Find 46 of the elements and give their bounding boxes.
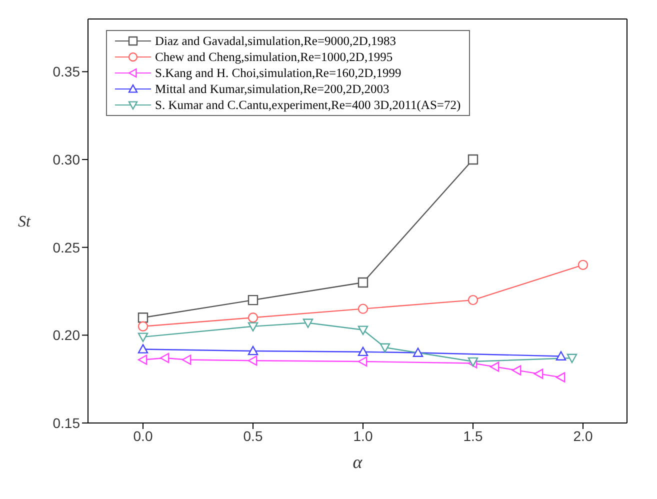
point <box>556 351 566 360</box>
x-tick-label: 2.0 <box>573 428 593 444</box>
point <box>380 343 390 353</box>
point <box>160 352 170 364</box>
point <box>248 294 258 306</box>
x-axis-title: α <box>352 452 363 472</box>
y-tick-label: 0.35 <box>52 64 80 80</box>
point <box>358 356 368 367</box>
point <box>578 260 588 270</box>
point <box>138 344 148 354</box>
point <box>138 321 148 332</box>
point <box>512 365 522 376</box>
y-tick-label: 0.30 <box>52 151 80 168</box>
y-tick-label: 0.20 <box>52 327 80 344</box>
point <box>468 154 478 165</box>
legend-label: Diaz and Gavadal,simulation,Re=9000,2D,1983 <box>155 34 396 48</box>
point <box>138 354 148 365</box>
x-tick-label: 0.0 <box>133 428 153 444</box>
point <box>358 304 368 314</box>
legend-label: Chew and Cheng,simulation,Re=1000,2D,1995 <box>155 50 393 64</box>
point <box>468 294 478 306</box>
point <box>566 354 578 364</box>
legend-label: S.Kang and H. Choi,simulation,Re=160,2D,1999 <box>155 66 402 80</box>
point <box>182 354 192 365</box>
legend-label: S. Kumar and C.Cantu,experiment,Re=400 3D,2011(AS=72) <box>155 98 461 112</box>
x-tick-label: 1.5 <box>463 428 483 444</box>
y-axis-title: St <box>18 214 31 231</box>
point <box>358 346 368 356</box>
point <box>138 332 148 342</box>
legend-label: Mittal and Kumar,simulation,Re=200,2D,2003 <box>155 82 390 96</box>
point <box>248 322 258 332</box>
point <box>302 318 314 328</box>
point <box>358 277 368 288</box>
point <box>358 326 368 336</box>
y-tick-label: 0.25 <box>52 239 80 256</box>
point <box>490 362 500 372</box>
point <box>412 348 424 357</box>
point <box>248 312 258 323</box>
x-tick-label: 1.0 <box>353 428 373 444</box>
y-tick-label: 0.15 <box>52 414 80 431</box>
point <box>556 372 566 382</box>
point <box>534 368 544 379</box>
x-tick-label: 0.5 <box>243 428 263 444</box>
point <box>248 346 258 356</box>
point <box>138 312 148 323</box>
point <box>248 356 258 366</box>
